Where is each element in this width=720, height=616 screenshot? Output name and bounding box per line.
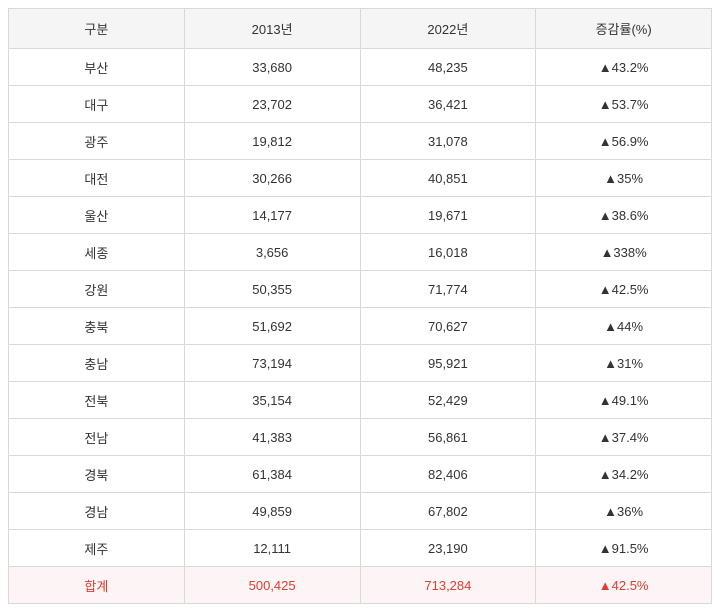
cell-change: ▲42.5% — [536, 271, 712, 308]
cell-y2022: 36,421 — [360, 86, 536, 123]
cell-change: ▲35% — [536, 160, 712, 197]
cell-y2022: 31,078 — [360, 123, 536, 160]
cell-region: 부산 — [9, 49, 185, 86]
table-row: 경남49,85967,802▲36% — [9, 493, 712, 530]
table-row: 제주12,11123,190▲91.5% — [9, 530, 712, 567]
cell-y2013: 3,656 — [184, 234, 360, 271]
cell-y2013: 51,692 — [184, 308, 360, 345]
cell-y2022: 19,671 — [360, 197, 536, 234]
table-row: 경북61,38482,406▲34.2% — [9, 456, 712, 493]
table-row: 부산33,68048,235▲43.2% — [9, 49, 712, 86]
cell-y2013: 50,355 — [184, 271, 360, 308]
cell-y2013: 30,266 — [184, 160, 360, 197]
header-row: 구분 2013년 2022년 증감률(%) — [9, 9, 712, 49]
cell-region: 합계 — [9, 567, 185, 604]
cell-region: 대구 — [9, 86, 185, 123]
cell-change: ▲53.7% — [536, 86, 712, 123]
cell-region: 전남 — [9, 419, 185, 456]
cell-y2022: 40,851 — [360, 160, 536, 197]
table-row: 울산14,17719,671▲38.6% — [9, 197, 712, 234]
table-row: 충북51,69270,627▲44% — [9, 308, 712, 345]
cell-change: ▲36% — [536, 493, 712, 530]
cell-change: ▲34.2% — [536, 456, 712, 493]
header-2022: 2022년 — [360, 9, 536, 49]
cell-y2022: 16,018 — [360, 234, 536, 271]
cell-y2022: 82,406 — [360, 456, 536, 493]
cell-y2022: 48,235 — [360, 49, 536, 86]
header-2013: 2013년 — [184, 9, 360, 49]
cell-y2022: 56,861 — [360, 419, 536, 456]
header-change: 증감률(%) — [536, 9, 712, 49]
cell-region: 대전 — [9, 160, 185, 197]
table-row: 전북35,15452,429▲49.1% — [9, 382, 712, 419]
cell-y2013: 12,111 — [184, 530, 360, 567]
cell-change: ▲43.2% — [536, 49, 712, 86]
cell-y2013: 73,194 — [184, 345, 360, 382]
table-row: 충남73,19495,921▲31% — [9, 345, 712, 382]
table-row: 대구23,70236,421▲53.7% — [9, 86, 712, 123]
cell-y2022: 70,627 — [360, 308, 536, 345]
cell-change: ▲49.1% — [536, 382, 712, 419]
cell-change: ▲38.6% — [536, 197, 712, 234]
table-row: 전남41,38356,861▲37.4% — [9, 419, 712, 456]
table-row: 광주19,81231,078▲56.9% — [9, 123, 712, 160]
cell-y2022: 95,921 — [360, 345, 536, 382]
cell-region: 경남 — [9, 493, 185, 530]
table-row: 합계500,425713,284▲42.5% — [9, 567, 712, 604]
cell-y2022: 71,774 — [360, 271, 536, 308]
cell-region: 광주 — [9, 123, 185, 160]
cell-region: 충남 — [9, 345, 185, 382]
table-row: 강원50,35571,774▲42.5% — [9, 271, 712, 308]
table-body: 부산33,68048,235▲43.2%대구23,70236,421▲53.7%… — [9, 49, 712, 604]
cell-y2022: 713,284 — [360, 567, 536, 604]
cell-region: 전북 — [9, 382, 185, 419]
cell-region: 충북 — [9, 308, 185, 345]
cell-y2022: 67,802 — [360, 493, 536, 530]
header-region: 구분 — [9, 9, 185, 49]
cell-y2013: 19,812 — [184, 123, 360, 160]
cell-region: 강원 — [9, 271, 185, 308]
cell-region: 세종 — [9, 234, 185, 271]
cell-y2013: 49,859 — [184, 493, 360, 530]
cell-change: ▲44% — [536, 308, 712, 345]
cell-y2013: 500,425 — [184, 567, 360, 604]
cell-y2022: 52,429 — [360, 382, 536, 419]
cell-change: ▲31% — [536, 345, 712, 382]
cell-y2013: 61,384 — [184, 456, 360, 493]
cell-change: ▲56.9% — [536, 123, 712, 160]
table-row: 대전30,26640,851▲35% — [9, 160, 712, 197]
cell-change: ▲37.4% — [536, 419, 712, 456]
cell-y2013: 23,702 — [184, 86, 360, 123]
cell-y2013: 33,680 — [184, 49, 360, 86]
cell-region: 경북 — [9, 456, 185, 493]
data-table: 구분 2013년 2022년 증감률(%) 부산33,68048,235▲43.… — [8, 8, 712, 604]
cell-region: 제주 — [9, 530, 185, 567]
cell-change: ▲42.5% — [536, 567, 712, 604]
cell-change: ▲338% — [536, 234, 712, 271]
table-row: 세종3,65616,018▲338% — [9, 234, 712, 271]
cell-y2022: 23,190 — [360, 530, 536, 567]
cell-y2013: 35,154 — [184, 382, 360, 419]
cell-region: 울산 — [9, 197, 185, 234]
cell-change: ▲91.5% — [536, 530, 712, 567]
cell-y2013: 41,383 — [184, 419, 360, 456]
cell-y2013: 14,177 — [184, 197, 360, 234]
